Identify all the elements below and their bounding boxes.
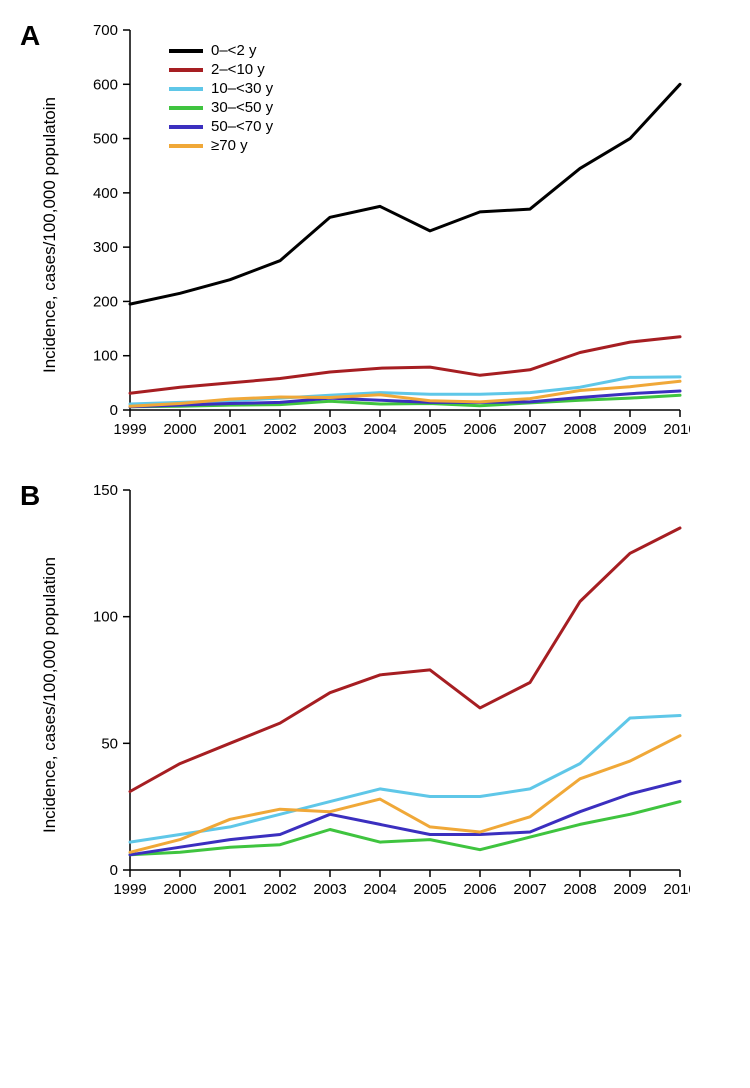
panel-a-label: A [20, 20, 40, 52]
y-tick-label: 500 [93, 131, 118, 148]
legend-swatch [169, 68, 203, 72]
panel-b-label: B [20, 480, 40, 512]
x-tick-label: 2006 [463, 881, 496, 898]
legend-row: 0–<2 y [169, 42, 273, 59]
legend-row: 50–<70 y [169, 118, 273, 135]
legend-row: 2–<10 y [169, 61, 273, 78]
x-tick-label: 2007 [513, 881, 546, 898]
y-tick-label: 0 [110, 402, 118, 419]
series-line [130, 716, 680, 843]
legend-swatch [169, 144, 203, 148]
panel-a-svg: 0 100 200 300 400 500 600 700 1999 2000 2001 2002 20… [70, 20, 690, 450]
x-tick-label: 2003 [313, 881, 346, 898]
x-tick-label: 2004 [363, 421, 396, 438]
legend-label: 0–<2 y [211, 42, 256, 59]
y-tick-label: 700 [93, 22, 118, 39]
panel-b-svg: 0 50 100 150 1999 2000 2001 2002 2003 2004 2005 200… [70, 480, 690, 910]
y-tick-label: 50 [101, 735, 118, 752]
legend-row: 30–<50 y [169, 99, 273, 116]
y-tick-label: 100 [93, 348, 118, 365]
x-tick-label: 2005 [413, 421, 446, 438]
x-tick-label: 2002 [263, 421, 296, 438]
x-tick-label: 2002 [263, 881, 296, 898]
x-tick-label: 2010 [663, 421, 690, 438]
panel-b: B Incidence, cases/100,000 population 0 5… [20, 480, 730, 910]
legend-label: ≥70 y [211, 137, 248, 154]
legend-row: ≥70 y [169, 137, 273, 154]
legend-swatch [169, 125, 203, 129]
x-tick-label: 2000 [163, 881, 196, 898]
x-tick-label: 2005 [413, 881, 446, 898]
y-tick-label: 400 [93, 185, 118, 202]
legend-row: 10–<30 y [169, 80, 273, 97]
x-tick-label: 1999 [113, 421, 146, 438]
x-tick-label: 2006 [463, 421, 496, 438]
x-tick-label: 1999 [113, 881, 146, 898]
panel-a-ylabel: Incidence, cases/100,000 populatoin [40, 97, 60, 373]
x-tick-label: 2004 [363, 881, 396, 898]
x-tick-label: 2001 [213, 421, 246, 438]
legend-label: 50–<70 y [211, 118, 273, 135]
panel-a-chart-wrap: Incidence, cases/100,000 populatoin 0–<2… [70, 20, 730, 450]
y-tick-label: 200 [93, 293, 118, 310]
y-tick-label: 100 [93, 609, 118, 626]
y-tick-label: 0 [110, 862, 118, 879]
legend-label: 10–<30 y [211, 80, 273, 97]
x-tick-label: 2001 [213, 881, 246, 898]
x-tick-label: 2010 [663, 881, 690, 898]
x-tick-label: 2009 [613, 421, 646, 438]
x-tick-label: 2000 [163, 421, 196, 438]
panel-a-legend: 0–<2 y 2–<10 y 10–<30 y 30–<50 y 50–<70 y ≥70… [165, 38, 277, 160]
figure-container: A Incidence, cases/100,000 populatoin 0–… [20, 20, 730, 910]
x-tick-label: 2003 [313, 421, 346, 438]
x-tick-label: 2009 [613, 881, 646, 898]
panel-a: A Incidence, cases/100,000 populatoin 0–… [20, 20, 730, 450]
series-line [130, 528, 680, 792]
y-tick-label: 600 [93, 76, 118, 93]
legend-swatch [169, 106, 203, 110]
x-tick-label: 2007 [513, 421, 546, 438]
x-tick-label: 2008 [563, 421, 596, 438]
legend-label: 2–<10 y [211, 61, 265, 78]
legend-label: 30–<50 y [211, 99, 273, 116]
panel-b-chart-wrap: Incidence, cases/100,000 population 0501… [70, 480, 730, 910]
y-tick-label: 150 [93, 482, 118, 499]
legend-swatch [169, 87, 203, 91]
legend-swatch [169, 49, 203, 53]
panel-b-ylabel: Incidence, cases/100,000 population [40, 557, 60, 833]
x-tick-label: 2008 [563, 881, 596, 898]
y-tick-label: 300 [93, 239, 118, 256]
